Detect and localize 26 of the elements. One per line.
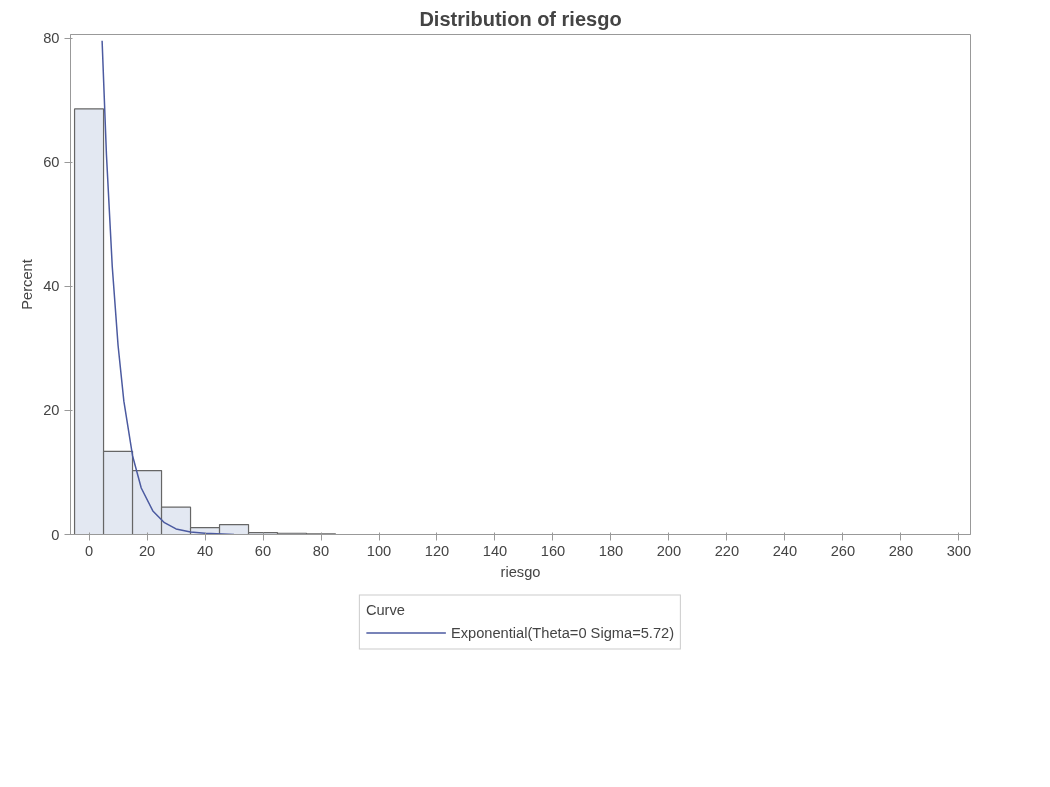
x-tick-label: 120	[424, 542, 450, 559]
legend-title: Curve	[365, 601, 406, 618]
x-tick-label: 40	[196, 542, 214, 559]
chart-title: Distribution of riesgo	[419, 7, 622, 30]
y-tick-label: 0	[51, 526, 60, 543]
x-tick-label: 240	[772, 542, 798, 559]
x-tick-label: 140	[482, 542, 508, 559]
y-axis-title: Percent	[19, 259, 36, 310]
x-tick-label: 200	[656, 542, 682, 559]
x-tick-label: 60	[254, 542, 272, 559]
x-tick-label: 280	[888, 542, 914, 559]
text: Exponential(Theta=0 Sigma=5.72)	[450, 624, 675, 641]
x-tick-label: 260	[830, 542, 856, 559]
x-tick-label: 20	[138, 542, 156, 559]
x-tick-label: 220	[714, 542, 740, 559]
x-tick-label: 160	[540, 542, 566, 559]
x-tick-label: 80	[312, 542, 330, 559]
y-tick-label: 20	[43, 402, 60, 419]
x-tick-label: 180	[598, 542, 624, 559]
x-tick-label: 0	[84, 542, 94, 559]
y-tick-label: 80	[43, 30, 60, 47]
y-tick-label: 60	[43, 154, 60, 171]
y-tick-label: 40	[43, 278, 60, 295]
x-axis-title: riesgo	[500, 563, 541, 580]
x-tick-label: 300	[946, 542, 972, 559]
x-tick-label: 100	[366, 542, 392, 559]
